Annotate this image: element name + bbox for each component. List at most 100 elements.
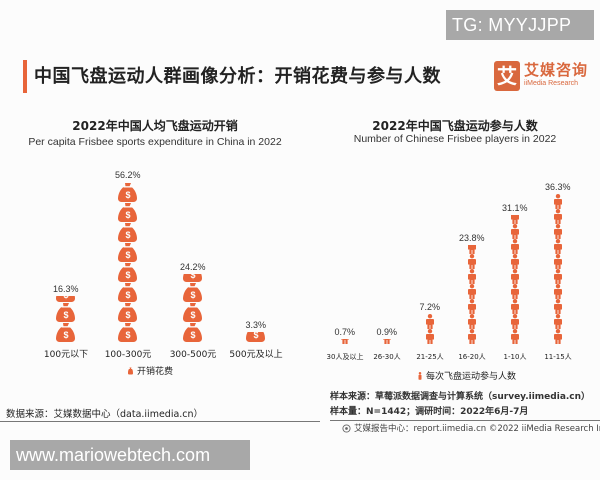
money-bag-icon: $ [182, 283, 202, 302]
right-legend-label: 每次飞盘运动参与人数 [426, 372, 517, 382]
participants-column: 7.2% [420, 302, 440, 344]
person-icon [553, 314, 562, 329]
right-chart-legend: 每次飞盘运动参与人数 [418, 369, 516, 382]
person-icon [553, 209, 562, 224]
person-icon [553, 299, 562, 314]
category-label: 16-20人 [458, 353, 486, 361]
category-label: 26-30人 [373, 353, 401, 361]
money-bag-icon: $ [117, 283, 137, 302]
page-title: 中国飞盘运动人群画像分析：开销花费与参与人数 [34, 66, 441, 87]
value-label: 56.2% [115, 170, 141, 180]
left-chart-subtitle: Per capita Frisbee sports expenditure in… [28, 136, 282, 148]
money-bag-legend-icon [128, 367, 133, 374]
title-accent-bar [23, 60, 27, 93]
person-icon [467, 299, 476, 314]
svg-text:$: $ [190, 290, 195, 300]
person-icon [553, 254, 562, 269]
person-stack [340, 339, 349, 344]
value-label: 24.2% [180, 262, 206, 272]
copyright: 艾媒报告中心：report.iimedia.cn ©2022 iiMedia R… [342, 422, 600, 434]
money-bag-icon: $ [55, 303, 75, 322]
money-bag-icon: $ [117, 263, 137, 282]
money-bag-stack: $ $ $ $ $ $ $ $ [117, 182, 138, 342]
person-icon [425, 314, 434, 329]
svg-text:$: $ [253, 332, 258, 340]
person-icon [467, 314, 476, 329]
svg-text:$: $ [125, 290, 130, 300]
person-icon [382, 339, 391, 344]
person-icon [510, 254, 519, 269]
category-label: 100元以下 [43, 350, 89, 360]
person-icon [510, 329, 519, 344]
person-stack [510, 215, 519, 344]
money-bag-icon: $ [117, 183, 137, 202]
value-label: 36.3% [545, 182, 571, 192]
person-icon [510, 269, 519, 284]
svg-text:$: $ [125, 230, 130, 240]
participants-column: 0.9% [376, 327, 398, 344]
value-label: 3.3% [245, 320, 267, 330]
category-label: 300-500元 [169, 350, 217, 360]
sample-size: 样本量：N=1442；调研时间：2022年6月-7月 [330, 407, 529, 417]
person-icon [553, 194, 562, 209]
money-bag-icon: $ [55, 323, 75, 342]
person-stack [425, 314, 434, 344]
money-bag-icon: $ [117, 303, 137, 322]
person-icon [510, 215, 519, 224]
logo-cn-text: 艾媒咨询 [524, 61, 589, 79]
person-icon [553, 329, 562, 344]
value-label: 16.3% [53, 284, 79, 294]
money-bag-icon: $ [245, 332, 265, 342]
person-icon [553, 269, 562, 284]
svg-text:$: $ [190, 330, 195, 340]
value-label: 0.9% [376, 327, 398, 337]
person-icon [425, 329, 434, 344]
category-label: 11-15人 [544, 353, 572, 361]
money-bag-stack: $ $ $ $ [182, 274, 203, 342]
person-icon [467, 284, 476, 299]
person-icon [467, 254, 476, 269]
svg-text:$: $ [190, 310, 195, 320]
person-icon [510, 314, 519, 329]
person-icon [510, 224, 519, 239]
person-icon [510, 299, 519, 314]
person-legend-icon [418, 371, 422, 380]
money-bag-icon: $ [55, 296, 75, 302]
svg-text:$: $ [125, 250, 130, 260]
right-chart-subtitle: Number of Chinese Frisbee players in 202… [353, 133, 557, 145]
watermark-bottom: www.mariowebtech.com [10, 440, 250, 470]
value-label: 0.7% [334, 327, 356, 337]
money-bag-icon: $ [117, 323, 137, 342]
person-icon [340, 339, 349, 344]
svg-text:$: $ [190, 274, 195, 280]
footer-rule-right [330, 420, 600, 421]
svg-text:$: $ [125, 330, 130, 340]
expense-column: 56.2% $ $ $ $ $ $ $ [115, 170, 141, 342]
person-icon [467, 269, 476, 284]
person-icon [467, 329, 476, 344]
person-icon [553, 224, 562, 239]
left-legend-label: 开销花费 [137, 367, 174, 377]
category-label: 30人及以上 [326, 353, 364, 361]
participants-column: 36.3% [545, 182, 571, 344]
svg-text:$: $ [125, 190, 130, 200]
expense-column: 3.3% $ [245, 320, 267, 342]
footer-rule-left [0, 421, 320, 422]
person-icon [510, 284, 519, 299]
category-label: 500元及以上 [229, 350, 283, 360]
svg-text:$: $ [63, 310, 68, 320]
money-bag-icon: $ [117, 203, 137, 222]
money-bag-icon: $ [182, 323, 202, 342]
svg-text:$: $ [63, 296, 68, 300]
svg-text:$: $ [63, 330, 68, 340]
watermark-top: TG: MYYJJPP [446, 10, 594, 40]
person-icon [467, 245, 476, 254]
left-chart-legend: 开销花费 [128, 364, 173, 377]
right-chart-title: 2022年中国飞盘运动参与人数 [372, 119, 538, 133]
participants-column: 31.1% [502, 203, 528, 344]
sample-source: 样本来源：草莓派数据调查与计算系统（survey.iimedia.cn） [330, 392, 591, 402]
svg-text:$: $ [125, 210, 130, 220]
person-icon [553, 284, 562, 299]
copyright-text: 艾媒报告中心：report.iimedia.cn ©2022 iiMedia R… [354, 424, 600, 434]
money-bag-stack: $ $ $ [55, 296, 76, 342]
